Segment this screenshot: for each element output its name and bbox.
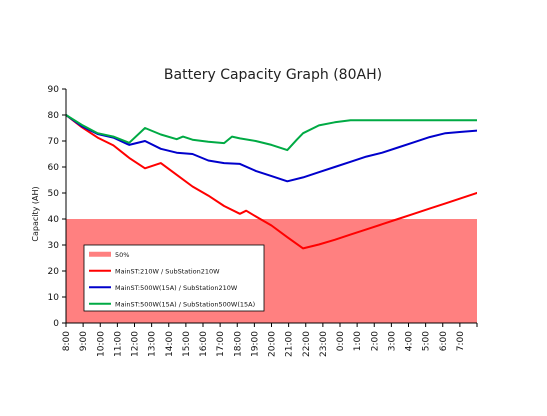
x-tick-label: 23:00 xyxy=(319,331,329,357)
y-tick-label: 30 xyxy=(48,241,60,251)
y-tick-label: 90 xyxy=(48,85,60,95)
y-tick-label: 40 xyxy=(48,215,60,225)
x-tick-label: 14:00 xyxy=(165,331,175,357)
x-tick-label: 5:00 xyxy=(422,331,432,351)
series-line-2 xyxy=(66,114,477,183)
x-tick-label: 18:00 xyxy=(233,331,243,357)
y-tick-label: 80 xyxy=(48,111,60,121)
x-tick-label: 9:00 xyxy=(79,331,89,351)
x-tick-label: 0:00 xyxy=(336,331,346,351)
x-tick-label: 1:00 xyxy=(353,331,363,351)
y-tick-label: 20 xyxy=(48,267,60,277)
x-tick-label: 11:00 xyxy=(113,331,123,357)
y-tick-label: 50 xyxy=(48,189,60,199)
x-tick-label: 2:00 xyxy=(370,331,380,351)
x-tick-label: 12:00 xyxy=(131,331,141,357)
x-tick-label: 6:00 xyxy=(439,331,449,351)
x-tick-label: 8:00 xyxy=(62,331,72,351)
x-tick-label: 3:00 xyxy=(387,331,397,351)
x-tick-label: 7:00 xyxy=(456,331,466,351)
axes-layer: 0 10 20 30 40 50 60 70 80 90 8:00 9:00 10:00 11:00 12:… xyxy=(31,85,478,357)
series-line-3 xyxy=(66,114,477,152)
legend-swatch-band xyxy=(89,251,111,257)
x-tick-label: 16:00 xyxy=(199,331,209,357)
legend-label-0: 50% xyxy=(115,251,129,259)
x-tick-label: 13:00 xyxy=(148,331,158,357)
y-axis-label: Capacity (AH) xyxy=(31,186,40,241)
x-tick-label: 20:00 xyxy=(268,331,278,357)
legend-box xyxy=(83,244,265,312)
legend-label-3: MainST:500W(15A) / SubStation500W(15A) xyxy=(115,300,255,308)
legend-label-2: MainST:500W(15A) / SubStation210W xyxy=(115,284,238,292)
legend-layer: 50% MainST:210W / SubStation210W MainST:50… xyxy=(83,244,265,312)
x-tick-label: 22:00 xyxy=(302,331,312,357)
series-line-1 xyxy=(66,114,477,250)
y-tick-label: 60 xyxy=(48,163,60,173)
y-tick-label: 70 xyxy=(48,137,60,147)
x-tick-label: 21:00 xyxy=(285,331,295,357)
x-tick-label: 4:00 xyxy=(405,331,415,351)
x-tick-label: 17:00 xyxy=(216,331,226,357)
y-tick-label: 10 xyxy=(48,293,60,303)
x-tick-label: 19:00 xyxy=(250,331,260,357)
series-layer xyxy=(66,114,477,250)
x-tick-label: 15:00 xyxy=(182,331,192,357)
y-tick-label: 0 xyxy=(53,319,59,329)
x-tick-label: 10:00 xyxy=(96,331,106,357)
series-group xyxy=(66,114,477,250)
legend-label-1: MainST:210W / SubStation210W xyxy=(115,267,220,275)
chart-title: Battery Capacity Graph (80AH) xyxy=(164,67,382,83)
